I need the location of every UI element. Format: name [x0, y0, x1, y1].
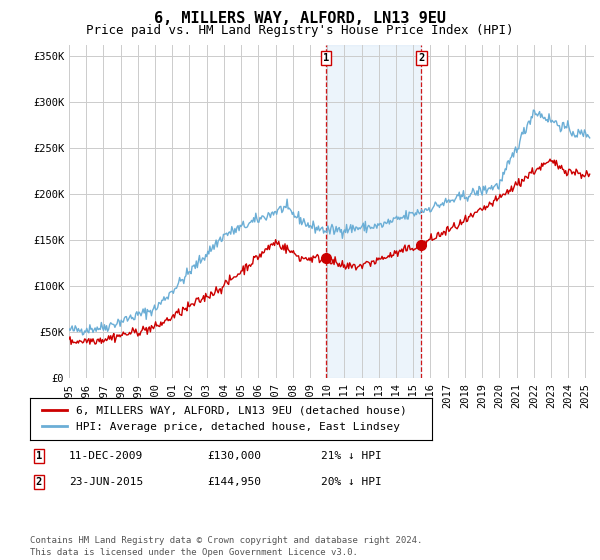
Text: 1: 1 — [36, 451, 42, 461]
Text: 20% ↓ HPI: 20% ↓ HPI — [321, 477, 382, 487]
Text: 23-JUN-2015: 23-JUN-2015 — [69, 477, 143, 487]
Text: Price paid vs. HM Land Registry's House Price Index (HPI): Price paid vs. HM Land Registry's House … — [86, 24, 514, 36]
Text: Contains HM Land Registry data © Crown copyright and database right 2024.
This d: Contains HM Land Registry data © Crown c… — [30, 536, 422, 557]
Text: £130,000: £130,000 — [207, 451, 261, 461]
Text: 11-DEC-2009: 11-DEC-2009 — [69, 451, 143, 461]
Text: 1: 1 — [323, 53, 329, 63]
Text: 21% ↓ HPI: 21% ↓ HPI — [321, 451, 382, 461]
Text: 6, MILLERS WAY, ALFORD, LN13 9EU: 6, MILLERS WAY, ALFORD, LN13 9EU — [154, 11, 446, 26]
Text: 2: 2 — [418, 53, 424, 63]
Text: 2: 2 — [36, 477, 42, 487]
Bar — [326, 45, 421, 378]
Text: £144,950: £144,950 — [207, 477, 261, 487]
Legend: 6, MILLERS WAY, ALFORD, LN13 9EU (detached house), HPI: Average price, detached : 6, MILLERS WAY, ALFORD, LN13 9EU (detach… — [35, 399, 413, 438]
